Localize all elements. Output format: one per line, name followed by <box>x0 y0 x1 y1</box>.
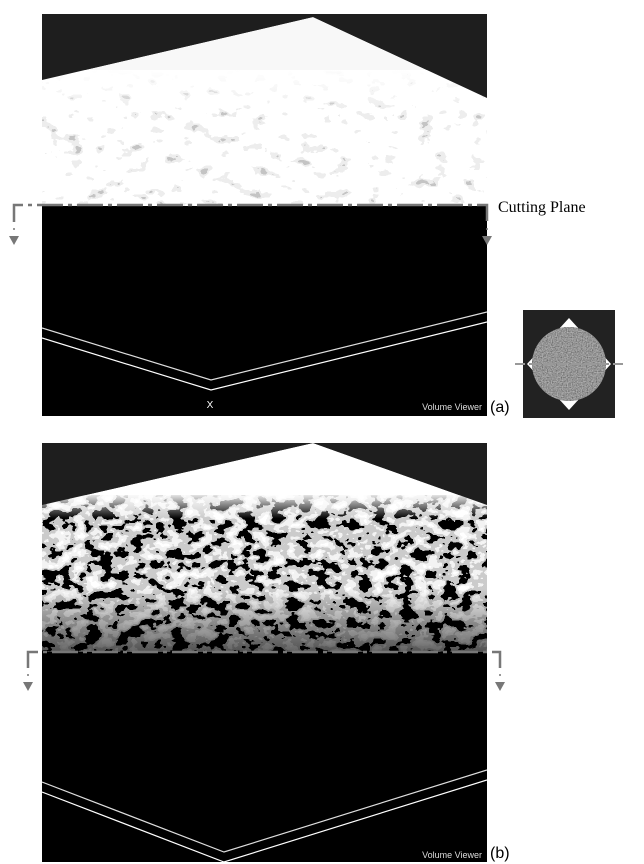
panel-label: (a) <box>490 399 510 416</box>
axis-label: X <box>207 400 214 411</box>
volume-view-a <box>42 14 487 416</box>
annotation: Cutting Plane <box>498 199 586 216</box>
page: X Volume Viewer (a) Cutting Plane Volume… <box>0 0 644 864</box>
panel-label: (b) <box>490 845 510 862</box>
viewer-label: Volume Viewer <box>422 402 482 412</box>
inset <box>515 310 627 418</box>
viewer-label: Volume Viewer <box>422 850 482 860</box>
figure: X Volume Viewer (a) Cutting Plane Volume… <box>0 0 644 864</box>
